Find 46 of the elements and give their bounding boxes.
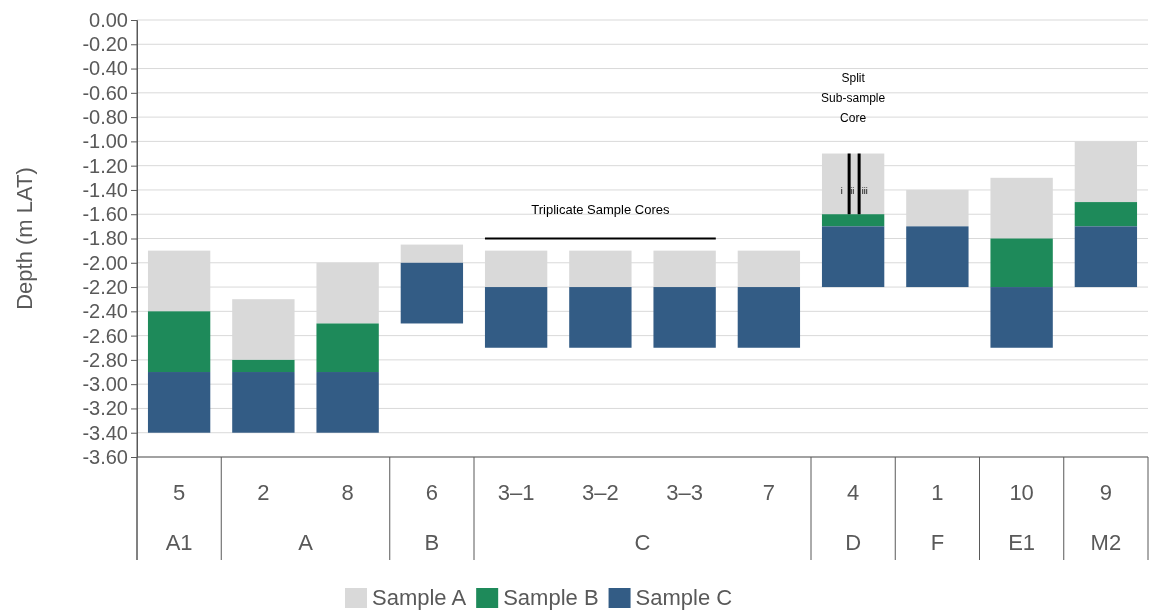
x-tick-label: 9: [1099, 480, 1112, 505]
y-tick-label: -2.40: [82, 300, 128, 323]
text: A: [298, 530, 314, 555]
y-tick-label: -2.20: [82, 275, 128, 298]
y-tick-label: -1.80: [82, 227, 128, 250]
text: A1: [165, 530, 193, 555]
text: D: [845, 530, 862, 555]
x-tick-label: 4: [847, 480, 860, 505]
y-tick-label: -0.20: [82, 33, 128, 56]
y-tick-label: -1.60: [82, 203, 128, 226]
x-tick-label: 7: [762, 480, 775, 505]
text: F: [930, 530, 945, 555]
annotation: i ii iii: [840, 185, 868, 196]
y-tick-label: -0.80: [82, 106, 128, 129]
x-tick-label: 8: [341, 480, 354, 505]
legend-label: Sample C: [635, 585, 733, 610]
y-tick-label: -3.20: [82, 397, 128, 420]
y-tick-label: -0.60: [82, 81, 128, 104]
y-tick-label: -1.40: [82, 178, 128, 201]
y-tick-label: -3.60: [82, 445, 128, 468]
x-tick-label: 3–3: [666, 480, 703, 505]
legend-label: Sample A: [372, 585, 467, 610]
text: M2: [1090, 530, 1122, 555]
x-tick-label: 3–2: [582, 480, 619, 505]
legend-label: Sample B: [503, 585, 599, 610]
text: B: [424, 530, 440, 555]
y-tick-label: 0.00: [89, 8, 128, 31]
y-tick-label: -2.00: [82, 251, 128, 274]
y-tick-label: -0.40: [82, 57, 128, 80]
y-tick-label: -2.80: [82, 348, 128, 371]
annotation: Split Sub-sample Core: [821, 70, 886, 125]
x-tick-label: 1: [931, 480, 944, 505]
text: C: [634, 530, 651, 555]
x-tick-label: 6: [425, 480, 438, 505]
x-tick-label: 10: [1009, 480, 1034, 505]
y-axis-title: Depth (m LAT): [12, 167, 37, 310]
x-tick-label: 3–1: [497, 480, 535, 505]
y-tick-label: -3.00: [82, 373, 128, 396]
text: E1: [1008, 530, 1036, 555]
y-tick-label: -2.60: [82, 324, 128, 347]
y-tick-label: -1.00: [82, 130, 128, 153]
y-tick-label: -1.20: [82, 154, 128, 177]
y-tick-label: -3.40: [82, 421, 128, 444]
x-tick-label: 2: [257, 480, 270, 505]
annotation: Triplicate Sample Cores: [531, 201, 670, 217]
x-tick-label: 5: [173, 480, 186, 505]
